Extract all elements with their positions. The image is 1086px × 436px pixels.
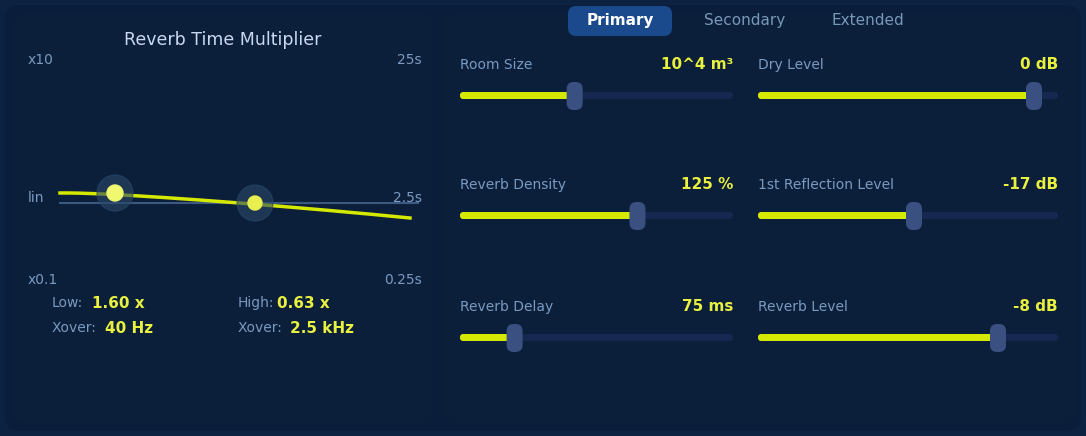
Text: Low:: Low: bbox=[52, 296, 84, 310]
Text: Secondary: Secondary bbox=[705, 14, 785, 28]
Text: Xover:: Xover: bbox=[238, 321, 282, 335]
FancyBboxPatch shape bbox=[460, 334, 515, 341]
Text: -17 dB: -17 dB bbox=[1002, 177, 1058, 192]
FancyBboxPatch shape bbox=[460, 92, 733, 99]
FancyBboxPatch shape bbox=[758, 334, 998, 341]
FancyBboxPatch shape bbox=[506, 324, 522, 352]
Text: Primary: Primary bbox=[586, 14, 654, 28]
FancyBboxPatch shape bbox=[758, 92, 1058, 99]
Text: 75 ms: 75 ms bbox=[682, 299, 733, 314]
Text: 25s: 25s bbox=[397, 53, 422, 67]
FancyBboxPatch shape bbox=[460, 92, 574, 99]
Circle shape bbox=[108, 185, 123, 201]
FancyBboxPatch shape bbox=[460, 212, 637, 219]
FancyBboxPatch shape bbox=[568, 6, 672, 36]
Text: 2.5 kHz: 2.5 kHz bbox=[290, 321, 354, 336]
Text: lin: lin bbox=[28, 191, 45, 205]
Text: Xover:: Xover: bbox=[52, 321, 97, 335]
FancyBboxPatch shape bbox=[630, 202, 645, 230]
FancyBboxPatch shape bbox=[460, 212, 733, 219]
FancyBboxPatch shape bbox=[758, 212, 914, 219]
Text: High:: High: bbox=[238, 296, 275, 310]
Text: 0.25s: 0.25s bbox=[384, 273, 422, 287]
FancyBboxPatch shape bbox=[906, 202, 922, 230]
Circle shape bbox=[97, 175, 132, 211]
Text: Dry Level: Dry Level bbox=[758, 58, 824, 72]
Text: 0.63 x: 0.63 x bbox=[277, 296, 330, 311]
FancyBboxPatch shape bbox=[5, 5, 1081, 431]
Text: 125 %: 125 % bbox=[681, 177, 733, 192]
Text: -8 dB: -8 dB bbox=[1013, 299, 1058, 314]
FancyBboxPatch shape bbox=[1026, 82, 1041, 110]
Circle shape bbox=[237, 185, 273, 221]
Text: x10: x10 bbox=[28, 53, 54, 67]
FancyBboxPatch shape bbox=[442, 13, 1078, 423]
Text: Reverb Delay: Reverb Delay bbox=[460, 300, 553, 314]
Text: 1.60 x: 1.60 x bbox=[92, 296, 144, 311]
Text: 40 Hz: 40 Hz bbox=[105, 321, 153, 336]
Circle shape bbox=[248, 196, 262, 210]
FancyBboxPatch shape bbox=[758, 212, 1058, 219]
FancyBboxPatch shape bbox=[13, 13, 433, 423]
FancyBboxPatch shape bbox=[460, 334, 733, 341]
Text: 10^4 m³: 10^4 m³ bbox=[660, 57, 733, 72]
FancyBboxPatch shape bbox=[758, 334, 1058, 341]
Text: Extended: Extended bbox=[832, 14, 905, 28]
FancyBboxPatch shape bbox=[758, 92, 1034, 99]
Text: 1st Reflection Level: 1st Reflection Level bbox=[758, 178, 894, 192]
Text: Reverb Level: Reverb Level bbox=[758, 300, 848, 314]
Text: 2.5s: 2.5s bbox=[393, 191, 422, 205]
Text: Room Size: Room Size bbox=[460, 58, 532, 72]
Text: Reverb Time Multiplier: Reverb Time Multiplier bbox=[124, 31, 321, 49]
Text: x0.1: x0.1 bbox=[28, 273, 59, 287]
FancyBboxPatch shape bbox=[990, 324, 1006, 352]
Text: Reverb Density: Reverb Density bbox=[460, 178, 566, 192]
FancyBboxPatch shape bbox=[567, 82, 583, 110]
Text: 0 dB: 0 dB bbox=[1020, 57, 1058, 72]
